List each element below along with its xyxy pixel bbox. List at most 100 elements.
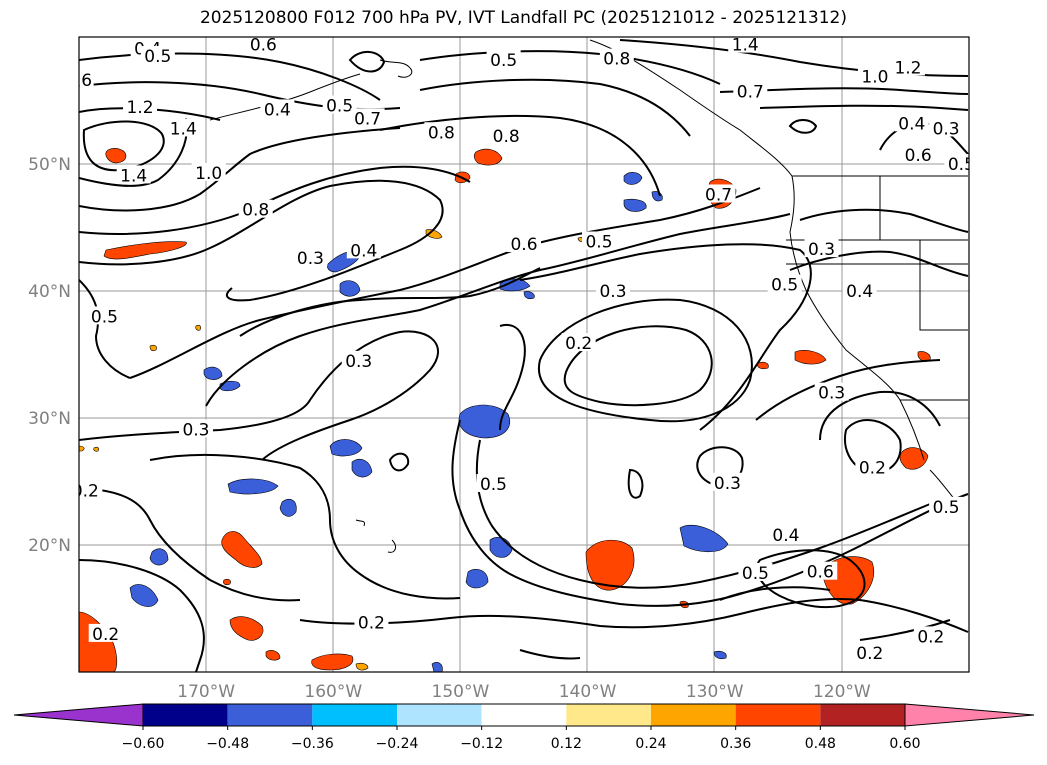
contour-label: 0.2 xyxy=(358,613,385,633)
contour-label-bg xyxy=(424,122,459,141)
ivt-patch xyxy=(221,531,263,568)
contour-label: 0.3 xyxy=(714,474,741,494)
ivt-patch xyxy=(103,241,187,260)
contour-label-bg xyxy=(738,562,773,581)
contour-label-bg xyxy=(890,57,925,76)
ivt-patch xyxy=(105,148,127,164)
contour-label-bg xyxy=(87,306,122,325)
contour-line xyxy=(537,298,753,423)
contour-label: 0.4 xyxy=(350,241,377,261)
contour-label: 1.4 xyxy=(732,36,759,56)
lon-tick-label: 140°W xyxy=(559,682,617,702)
contour-label-bg xyxy=(901,145,936,164)
contour-label: 6 xyxy=(81,71,92,91)
contour-label-bg xyxy=(582,231,617,250)
contour-label-bg xyxy=(507,234,541,253)
contour-line xyxy=(205,213,791,407)
colorbar-segment xyxy=(143,704,228,726)
gridlines xyxy=(79,37,969,672)
lon-tick-label: 170°W xyxy=(177,682,235,702)
contour-label-bg xyxy=(123,96,158,115)
ivt-patch xyxy=(623,172,643,185)
contour-labels: 0.40.50.661.21.40.40.50.70.80.80.50.81.4… xyxy=(79,36,969,664)
contour-label-bg xyxy=(191,162,226,181)
contour-label-bg xyxy=(894,113,929,132)
contour-line xyxy=(419,78,691,137)
contour-label: 0.6 xyxy=(510,235,537,255)
ivt-patch xyxy=(79,445,85,452)
colorbar-tick-label: 0.36 xyxy=(720,736,751,752)
colorbar-tick-label: −0.36 xyxy=(291,736,334,752)
ivt-patch xyxy=(279,499,297,517)
colorbar-segment xyxy=(651,704,736,726)
contour-label: 0.3 xyxy=(818,384,845,404)
contour-label-bg xyxy=(701,184,736,203)
ivt-patch xyxy=(195,324,201,331)
contour-label: 0.2 xyxy=(92,625,119,645)
colorbar-extend-low xyxy=(13,703,144,727)
contour-label-bg xyxy=(116,165,151,184)
colorbar-tick-label: 0.24 xyxy=(635,736,666,752)
contour-line xyxy=(627,468,644,499)
contour-label-bg xyxy=(341,350,376,369)
contour-label-bg xyxy=(728,37,763,53)
contour-label: 0.3 xyxy=(808,240,835,260)
ivt-patch xyxy=(329,439,363,457)
ivt-patch xyxy=(265,650,281,661)
ivt-patch xyxy=(431,662,443,672)
contour-label-bg xyxy=(857,66,892,85)
contour-label: 0.5 xyxy=(480,475,507,495)
contour-label-bg xyxy=(140,46,175,65)
colorbar-tick-label: 0.12 xyxy=(551,736,582,752)
ivt-negative-patches xyxy=(129,172,729,672)
contour-label-bg xyxy=(79,70,94,89)
contour-line xyxy=(563,325,713,407)
contour-label: 0.5 xyxy=(771,276,798,296)
contour-label-bg xyxy=(733,81,768,100)
contour-label-bg xyxy=(238,199,273,218)
north-america-coastline xyxy=(589,39,925,461)
contour-label: 1.0 xyxy=(861,67,888,87)
alaska-coast xyxy=(379,59,413,78)
contour-label-bg xyxy=(293,247,328,266)
contour-label: 0.2 xyxy=(565,334,592,354)
contour-label: 0.2 xyxy=(859,459,886,479)
colorbar-segment xyxy=(566,704,651,726)
contour-label: 1.4 xyxy=(120,166,147,186)
ivt-patch xyxy=(623,198,647,212)
ivt-patch xyxy=(149,548,169,566)
contour-label: 0.8 xyxy=(428,123,455,143)
colorbar-segment xyxy=(735,704,821,726)
contour-label: 0.5 xyxy=(326,97,353,117)
ivt-patch xyxy=(355,662,369,671)
contour-label: 0.6 xyxy=(807,563,834,583)
contour-line xyxy=(149,453,461,600)
ivt-patch xyxy=(203,366,223,380)
contour-line xyxy=(299,597,969,633)
contour-label-bg xyxy=(768,524,803,543)
contour-label: 0.4 xyxy=(898,114,925,134)
contour-label-bg xyxy=(354,612,389,631)
colorbar-tick-label: −0.12 xyxy=(460,736,503,752)
contour-label-bg xyxy=(804,239,839,258)
contour-label-bg xyxy=(852,642,887,661)
colorbar-segment xyxy=(481,704,567,726)
longitude-labels: 170°W 160°W 150°W 140°W 130°W 120°W xyxy=(177,682,871,702)
ivt-patch xyxy=(458,404,510,439)
colorbar-segment xyxy=(397,704,482,726)
contour-label: 0.5 xyxy=(91,307,118,327)
contour-label-bg xyxy=(486,49,521,68)
ivt-patch xyxy=(585,539,635,591)
lon-tick-label: 160°W xyxy=(304,682,362,702)
hawaii-islands xyxy=(355,519,396,553)
lon-tick-label: 130°W xyxy=(686,682,744,702)
contour-line xyxy=(379,114,661,197)
contour-label-bg xyxy=(476,474,511,493)
contour-line xyxy=(819,390,941,441)
contour-label-bg xyxy=(561,333,596,352)
contour-label: 0.2 xyxy=(856,644,883,664)
ivt-patch xyxy=(219,380,241,392)
contour-label: 0.4 xyxy=(846,282,873,302)
colorbar-segment xyxy=(227,704,313,726)
contour-label: 1.0 xyxy=(195,164,222,184)
